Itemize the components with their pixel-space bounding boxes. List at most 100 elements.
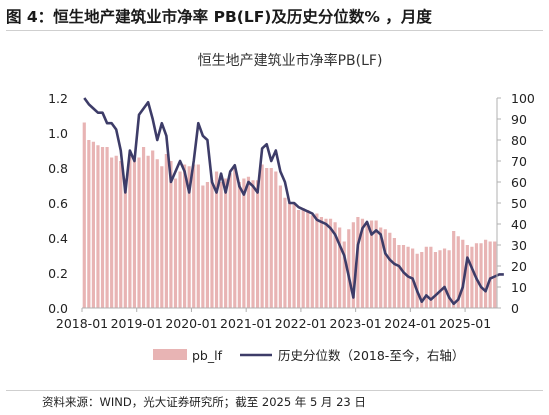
pb-bar: [479, 243, 483, 308]
pb-bar: [255, 180, 260, 308]
pb-bar: [260, 164, 264, 308]
bottom-divider: [6, 390, 543, 391]
pb-bar: [169, 161, 173, 308]
chart-container: 恒生地产建筑业市净率PB(LF) 0.0 0.2 0.4 0.6 0.8 1.0 1.2 0 1…: [0, 32, 549, 387]
pb-bar: [333, 222, 337, 308]
y-tick-label: 0.8: [48, 161, 68, 176]
y2-tick-label: 30: [511, 238, 527, 253]
y2-tick-label: 50: [511, 196, 527, 211]
pb-bar: [187, 166, 191, 308]
y2-tick-label: 10: [511, 280, 527, 295]
pb-bar: [447, 250, 451, 308]
pb-bar: [228, 173, 232, 308]
legend-label-bar: pb_lf: [192, 348, 223, 363]
pb-bar: [420, 252, 424, 308]
x-tick-label: 2018-01: [56, 316, 108, 331]
x-tick-label: 2021-01: [220, 316, 272, 331]
pb-bar: [224, 178, 228, 308]
pb-bar: [82, 122, 86, 308]
pb-bar: [100, 147, 105, 308]
y-tick-label: 0.6: [48, 196, 68, 211]
pb-bar: [246, 176, 251, 308]
pb-bar: [456, 236, 460, 308]
pb-bar: [128, 154, 132, 308]
pb-bar: [287, 203, 292, 308]
pb-bar: [470, 246, 474, 308]
pb-bar: [146, 155, 150, 308]
pb-bar: [401, 245, 406, 308]
y-tick-label: 0.0: [48, 301, 68, 316]
y-tick-label: 1.2: [48, 91, 68, 106]
y2-tick-label: 80: [511, 133, 527, 148]
pb-bar: [132, 159, 137, 308]
pb-bar: [347, 229, 351, 308]
pb-bar: [237, 182, 241, 308]
pb-bar: [319, 217, 324, 308]
x-tick-label: 2019-01: [111, 316, 163, 331]
pb-bar: [351, 222, 355, 308]
x-tick-label: 2023-01: [330, 316, 382, 331]
pb-bar: [338, 227, 342, 308]
pb-bar: [461, 239, 465, 308]
pb-bar: [110, 157, 114, 308]
pb-bar: [233, 168, 237, 308]
pb-bar: [356, 217, 360, 308]
source-note: 资料来源：WIND，光大证券研究所；截至 2025 年 5 月 23 日: [42, 395, 366, 409]
y2-tick-label: 20: [511, 259, 527, 274]
pb-bar: [310, 215, 314, 308]
pb-bar: [114, 155, 118, 308]
legend-swatch-bar: [153, 349, 187, 360]
y-tick-label: 0.4: [48, 231, 68, 246]
chart-title: 恒生地产建筑业市净率PB(LF): [198, 52, 383, 69]
pb-bar: [488, 241, 492, 308]
y2-tick-label: 40: [511, 217, 527, 232]
pb-percentile-chart: 恒生地产建筑业市净率PB(LF) 0.0 0.2 0.4 0.6 0.8 1.0 1.2 0 1…: [48, 52, 535, 363]
pb-bar: [297, 210, 301, 308]
pb-bar: [265, 168, 269, 308]
pb-bar: [242, 178, 246, 308]
pb-bar: [424, 246, 428, 308]
y-tick-label: 1.0: [48, 126, 68, 141]
pb-bar: [301, 208, 305, 308]
pb-bar: [210, 180, 214, 308]
y2-tick-label: 100: [511, 91, 535, 106]
y2-tick-label: 60: [511, 175, 527, 190]
pb-bar: [164, 154, 168, 308]
pb-bar: [251, 180, 255, 308]
axes: 0.0 0.2 0.4 0.6 0.8 1.0 1.2 0 10 20 30 40 50 60 70 80 90…: [48, 91, 535, 331]
pb-bar: [465, 245, 469, 308]
pb-bar: [433, 252, 438, 308]
pb-bar: [274, 171, 278, 308]
pb-bar: [397, 245, 401, 308]
pb-bar: [141, 147, 146, 308]
pb-bar: [388, 232, 392, 308]
pb-bar: [392, 238, 396, 308]
pb-bar: [342, 241, 346, 308]
line-series: [83, 97, 504, 306]
pb-bar: [183, 164, 187, 308]
pb-bar: [201, 185, 205, 308]
legend: pb_lf 历史分位数（2018-至今，右轴）: [153, 348, 464, 363]
pb-bar: [438, 250, 442, 308]
pb-bar: [196, 164, 200, 308]
x-tick-label: 2020-01: [165, 316, 217, 331]
legend-label-line: 历史分位数（2018-至今，右轴）: [278, 348, 464, 363]
pb-bar: [315, 213, 319, 308]
pb-bar: [96, 145, 100, 308]
figure-caption: 图 4：恒生地产建筑业市净率 PB(LF)及历史分位数% ，月度: [6, 4, 543, 31]
percentile-line: [83, 97, 504, 306]
pb-bar: [324, 218, 328, 308]
pb-bar: [328, 218, 333, 308]
pb-bar: [269, 168, 273, 308]
x-tick-label: 2024-01: [384, 316, 436, 331]
x-tick-label: 2025-01: [439, 316, 491, 331]
pb-bar: [178, 171, 182, 308]
pb-bar: [123, 178, 127, 308]
pb-bar: [219, 182, 223, 308]
y2-tick-label: 0: [511, 301, 519, 316]
pb-bar: [151, 150, 155, 308]
pb-bar: [369, 220, 374, 308]
pb-bar: [91, 141, 95, 308]
y2-tick-label: 90: [511, 112, 527, 127]
bar-series: [82, 122, 497, 308]
